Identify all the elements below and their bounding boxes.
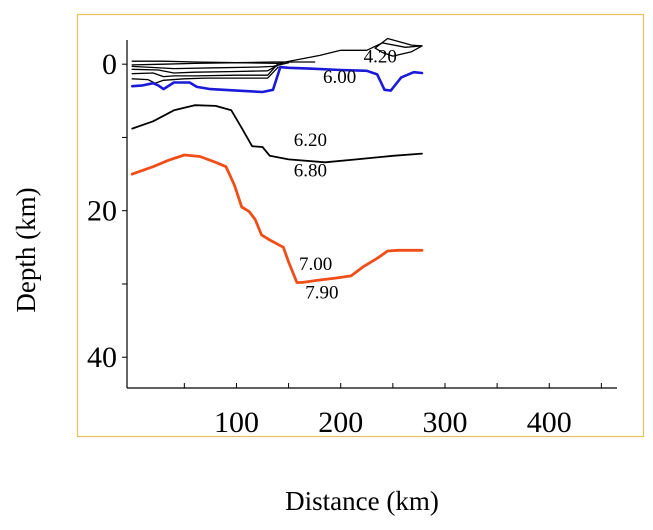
- y-tick-label-0: 0: [102, 48, 117, 81]
- contour-c-7.00: [130, 153, 424, 284]
- contour-c-cap: [374, 37, 423, 57]
- contour-c-6.00: [130, 65, 424, 94]
- contour-labels: 4.20 6.00 6.20 6.80 7.00 7.90: [294, 47, 397, 304]
- y-axis-title: Depth (km): [11, 187, 41, 312]
- y-tick-label-20: 20: [87, 195, 117, 228]
- contour-c-top-5: [131, 62, 279, 78]
- contour-c-top-4: [131, 62, 285, 74]
- contour-c-top-6: [131, 66, 279, 84]
- contour-c-6.20: [131, 104, 423, 164]
- contour-label-4.20: 4.20: [364, 47, 397, 68]
- x-tick-label-200: 200: [318, 406, 363, 439]
- x-tick-label-100: 100: [214, 406, 259, 439]
- contour-lines: [130, 37, 424, 284]
- contour-label-6.00: 6.00: [323, 67, 356, 88]
- x-tick-label-300: 300: [422, 406, 467, 439]
- contour-label-6.20: 6.20: [294, 130, 327, 151]
- plot-frame: [76, 13, 645, 438]
- x-axis-title: Distance (km): [285, 486, 439, 516]
- x-tick-label-400: 400: [527, 406, 572, 439]
- axes: 100 200 300 400 0 20 40: [87, 40, 617, 439]
- contour-c-top-2: [131, 61, 316, 66]
- y-tick-label-40: 40: [87, 341, 117, 374]
- contour-label-6.80: 6.80: [294, 160, 327, 181]
- contour-label-7.90: 7.90: [305, 283, 338, 304]
- contour-c-top-1: [131, 42, 423, 65]
- contour-label-7.00: 7.00: [299, 254, 332, 275]
